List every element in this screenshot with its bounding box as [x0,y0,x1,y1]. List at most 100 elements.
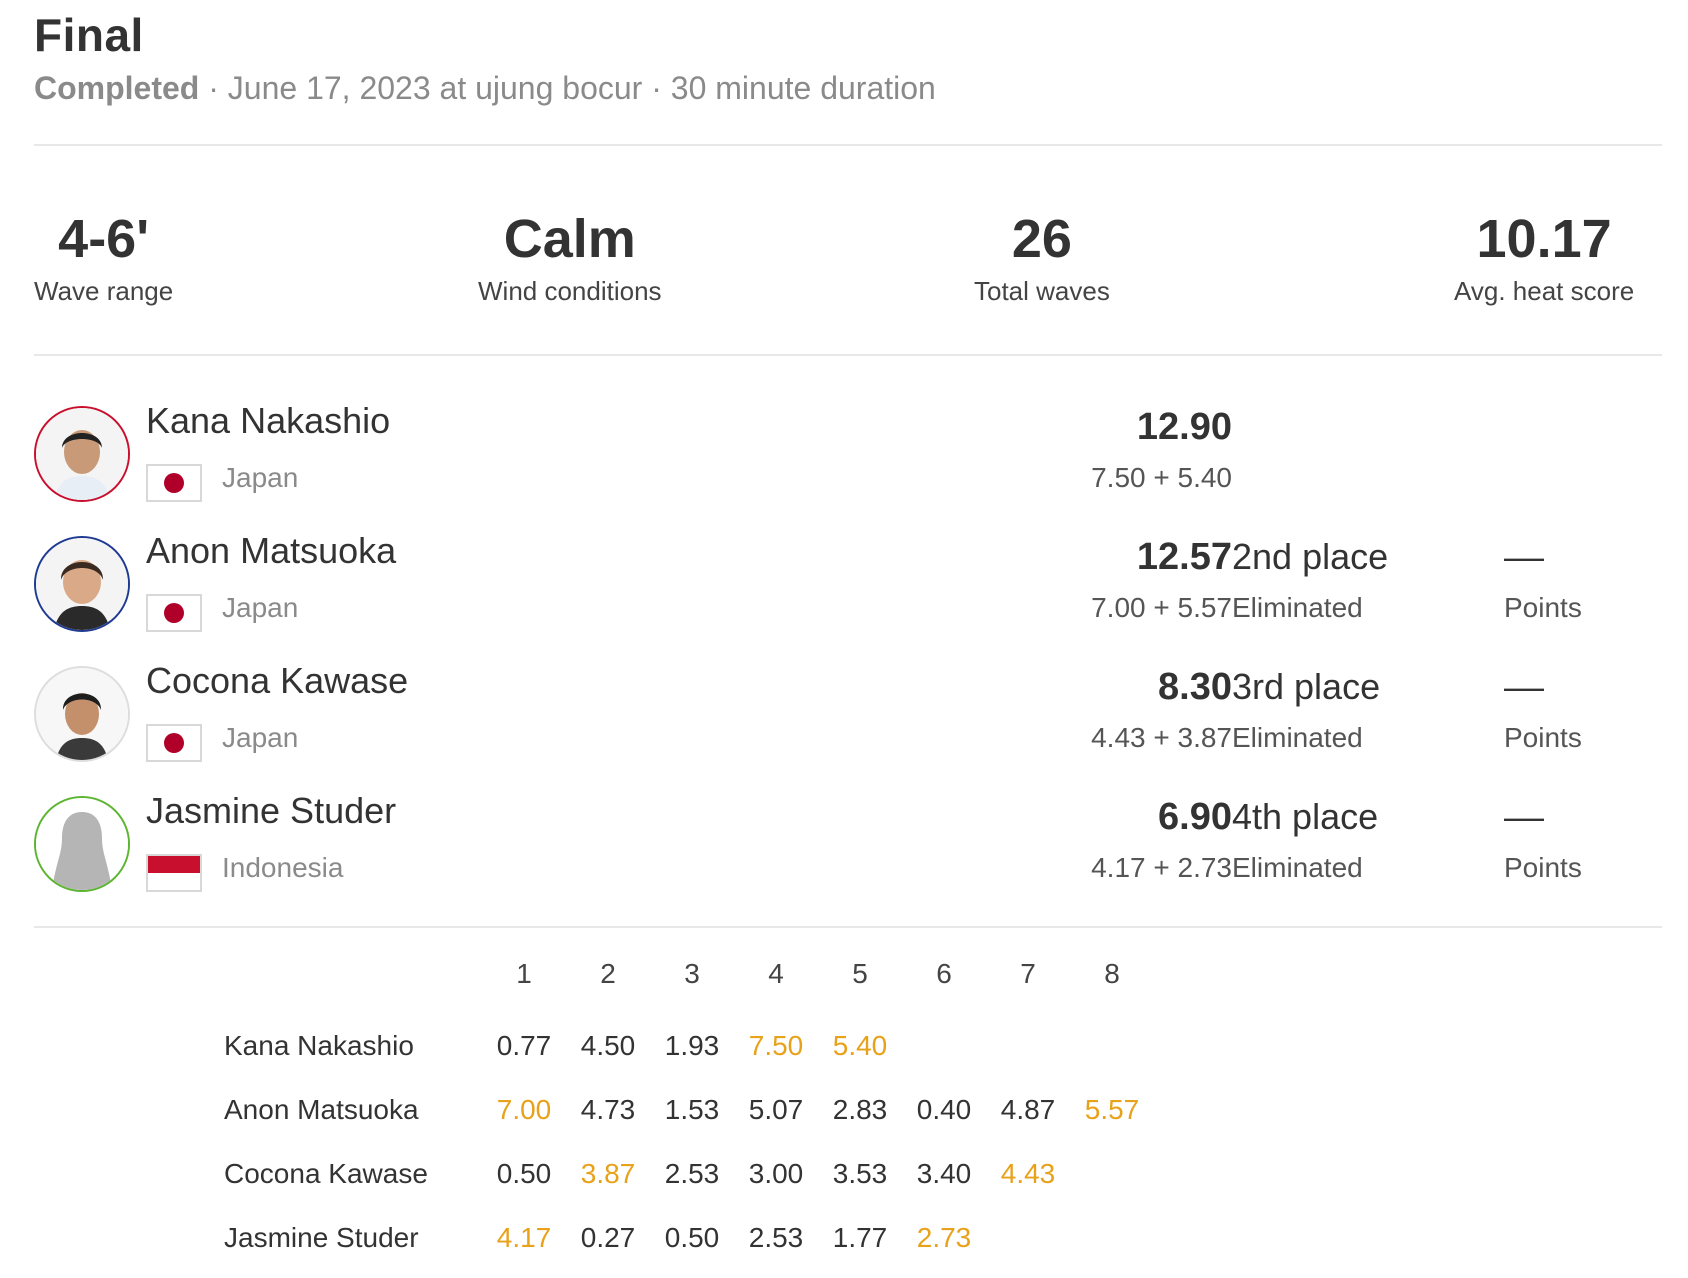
wave-score: 3.40 [916,1158,972,1189]
wave-score: 0.40 [916,1094,972,1125]
athlete-country: Indonesia [222,852,344,883]
placement: 2nd place [1232,536,1389,577]
wave-number-header: 6 [936,958,952,989]
wave-score: 5.40 [832,1030,888,1061]
wave-number-header: 4 [768,958,784,989]
wave-score: 0.27 [580,1222,636,1253]
wave-score: 5.57 [1084,1094,1140,1125]
athlete-row[interactable]: Cocona Kawase Japan 8.30 4.43 + 3.87 3rd… [34,660,1662,776]
stat-label: Wind conditions [478,276,662,306]
stat-value: 10.17 [1476,209,1612,269]
points-label: Points [1504,852,1582,883]
wave-score: 2.53 [664,1158,720,1189]
wave-score: 3.53 [832,1158,888,1189]
wave-number-header: 7 [1020,958,1036,989]
wave-score: 1.53 [664,1094,720,1125]
wave-score: 2.73 [916,1222,972,1253]
wave-score: 0.77 [496,1030,552,1061]
wave-row-athlete-name: Jasmine Studer [224,1222,419,1253]
stat-value: Calm [503,209,636,269]
placement: 3rd place [1232,666,1381,707]
japan-flag-icon [146,594,202,632]
score-breakdown: 7.00 + 5.57 [1091,592,1232,623]
japan-flag-icon [146,724,202,762]
divider [34,926,1662,928]
status-label: Eliminated [1232,852,1363,883]
stat-wind-conditions: Calm Wind conditions [478,208,662,307]
athlete-row[interactable]: Anon Matsuoka Japan 12.57 7.00 + 5.57 2n… [34,530,1662,646]
stat-value: 26 [1011,209,1072,269]
points-value: –– [1504,536,1545,577]
wave-row-athlete-name: Anon Matsuoka [224,1094,419,1125]
score-breakdown: 4.43 + 3.87 [1091,722,1232,753]
placeholder-person-icon [36,798,128,890]
wave-number-header: 8 [1104,958,1120,989]
wave-score: 2.53 [748,1222,804,1253]
wave-score: 4.43 [1000,1158,1056,1189]
wave-score: 7.00 [496,1094,552,1125]
wave-score: 0.50 [664,1222,720,1253]
athlete-name[interactable]: Cocona Kawase [146,660,409,701]
athlete-name[interactable]: Kana Nakashio [146,400,391,441]
wave-number-header: 5 [852,958,868,989]
athlete-name[interactable]: Jasmine Studer [146,790,397,831]
stat-value: 4-6' [58,209,150,269]
points-label: Points [1504,592,1582,623]
wave-score: 1.77 [832,1222,888,1253]
avatar [34,666,130,762]
stat-label: Total waves [974,276,1110,306]
score-breakdown: 7.50 + 5.40 [1091,462,1232,493]
wave-score: 7.50 [748,1030,804,1061]
athlete-row[interactable]: Jasmine Studer Indonesia 6.90 4.17 + 2.7… [34,790,1662,906]
athlete-country: Japan [222,462,299,493]
athlete-photo-icon [36,668,128,760]
indonesia-flag-icon [146,854,202,892]
stat-avg-heat-score: 10.17 Avg. heat score [1454,208,1634,307]
athlete-photo-icon [36,538,128,630]
stat-label: Wave range [34,276,174,306]
divider [34,144,1662,146]
heat-details: · June 17, 2023 at ujung bocur · 30 minu… [199,70,936,106]
avatar [34,796,130,892]
heat-total: 8.30 [1158,666,1232,708]
heat-total: 12.57 [1136,536,1232,578]
status-label: Eliminated [1232,722,1363,753]
points-value: –– [1504,666,1545,707]
stat-wave-range: 4-6' Wave range [34,208,173,307]
stat-total-waves: 26 Total waves [974,208,1110,307]
wave-number-header: 1 [516,958,532,989]
heat-title: Final [34,9,144,61]
status-label: Eliminated [1232,592,1363,623]
athlete-country: Japan [222,722,299,753]
japan-flag-icon [146,464,202,502]
wave-score: 3.87 [580,1158,636,1189]
heat-total: 12.90 [1136,406,1232,448]
athlete-name[interactable]: Anon Matsuoka [146,530,397,571]
wave-score: 4.73 [580,1094,636,1125]
heat-subtitle: Completed · June 17, 2023 at ujung bocur… [34,70,936,107]
athlete-row[interactable]: Kana Nakashio Japan 12.90 7.50 + 5.40 [34,400,1662,516]
wave-score: 1.93 [664,1030,720,1061]
stat-label: Avg. heat score [1454,276,1635,306]
wave-score: 0.50 [496,1158,552,1189]
points-value: –– [1504,796,1545,837]
avatar [34,406,130,502]
wave-number-header: 3 [684,958,700,989]
avatar [34,536,130,632]
heat-total: 6.90 [1158,796,1232,838]
athlete-photo-icon [36,408,128,500]
wave-score: 5.07 [748,1094,804,1125]
placement: 4th place [1232,796,1379,837]
wave-score: 3.00 [748,1158,804,1189]
wave-row-athlete-name: Kana Nakashio [224,1030,414,1061]
wave-row-athlete-name: Cocona Kawase [224,1158,428,1189]
divider [34,354,1662,356]
score-breakdown: 4.17 + 2.73 [1091,852,1232,883]
wave-number-header: 2 [600,958,616,989]
wave-score: 4.17 [496,1222,552,1253]
wave-score: 4.87 [1000,1094,1056,1125]
wave-score: 2.83 [832,1094,888,1125]
wave-score: 4.50 [580,1030,636,1061]
points-label: Points [1504,722,1582,753]
athlete-country: Japan [222,592,299,623]
